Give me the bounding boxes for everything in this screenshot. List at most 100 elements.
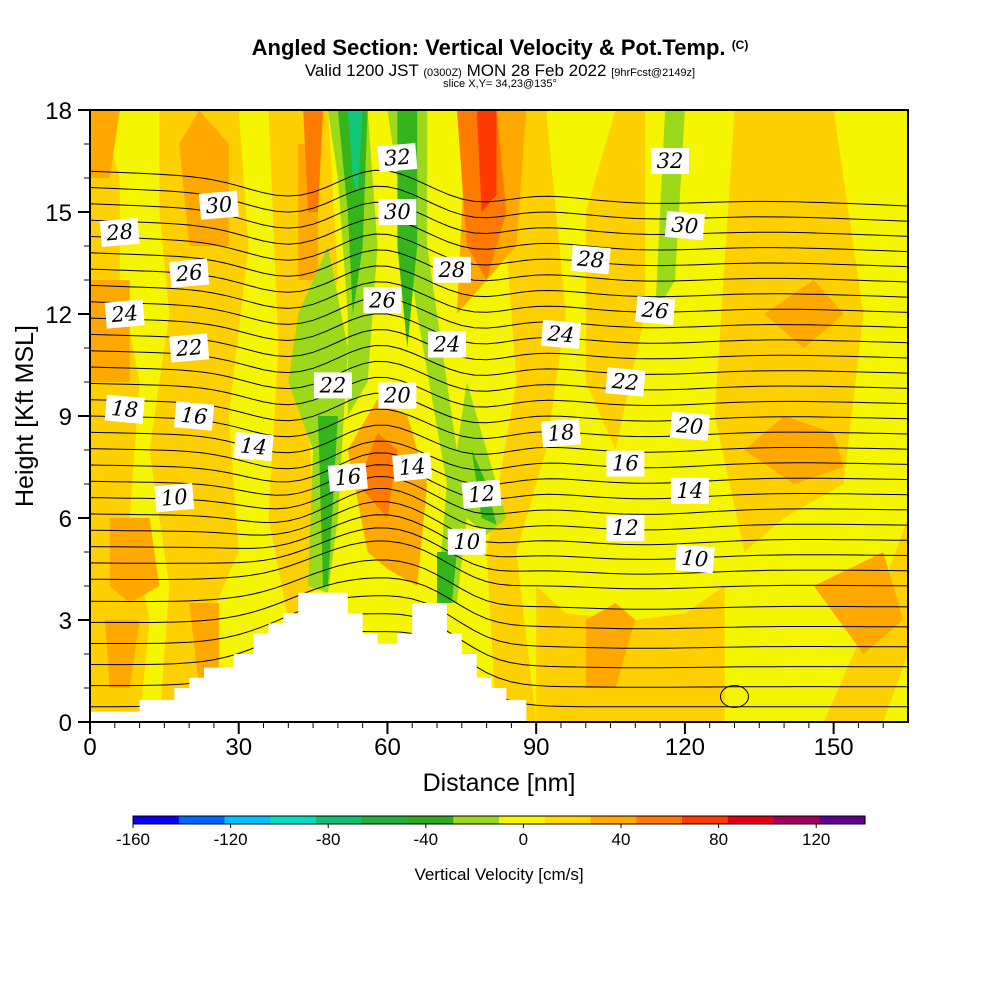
contour-label-text: 14 <box>677 479 704 503</box>
velocity-region <box>585 603 636 688</box>
chart-subtitle: Valid 1200 JST (0300Z) MON 28 Feb 2022 [… <box>304 61 696 80</box>
theta-contour <box>90 440 908 471</box>
contour-label-text: 20 <box>383 384 411 408</box>
x-tick-label: 150 <box>814 734 854 761</box>
theta-contour <box>90 392 908 424</box>
colorbar: -160 -120 -80 -40 0 40 80 120 <box>116 815 866 849</box>
colorbar-tick-label: 0 <box>519 830 528 849</box>
colorbar-segment <box>727 816 775 824</box>
theta-contour <box>90 527 908 575</box>
y-tick-label: 12 <box>45 302 72 329</box>
contour-label-text: 22 <box>610 369 640 395</box>
theta-contour <box>90 424 908 455</box>
forecast-tag: [9hrFcst@2149z] <box>611 67 696 79</box>
valid-zulu: (0300Z) <box>423 67 462 79</box>
contour-label: 18 <box>540 418 582 448</box>
contour-label-text: 28 <box>575 246 605 272</box>
contour-label-box <box>670 477 709 504</box>
colorbar-tick-label: 40 <box>612 830 631 849</box>
contour-label: 24 <box>540 319 582 350</box>
contour-label-box <box>432 256 471 283</box>
velocity-region <box>104 620 140 688</box>
contour-label: 12 <box>461 479 502 509</box>
theta-contour <box>90 217 908 253</box>
contour-label: 18 <box>104 394 145 424</box>
y-tick-label: 3 <box>59 608 72 635</box>
colorbar-tick-label: -160 <box>116 830 150 849</box>
theta-contour <box>90 559 908 610</box>
contour-label-text: 22 <box>319 373 347 397</box>
contour-label-box <box>174 401 215 431</box>
colorbar-tick-label: 120 <box>802 830 830 849</box>
velocity-region <box>347 110 363 195</box>
contour-label: 24 <box>104 299 145 329</box>
contour-label: 16 <box>327 462 368 492</box>
colorbar-label: Vertical Velocity [cm/s] <box>414 865 583 884</box>
velocity-region <box>337 110 368 314</box>
theta-contour <box>90 281 908 313</box>
colorbar-segment <box>178 816 226 824</box>
contour-label: 14 <box>233 431 274 462</box>
contour-label-box <box>327 462 368 492</box>
contour-label-text: 12 <box>612 516 639 540</box>
contour-label: 10 <box>447 528 486 555</box>
contour-label-text: 10 <box>680 546 709 572</box>
colorbar-segment <box>224 816 271 824</box>
contour-label: 30 <box>198 190 239 220</box>
x-tick-label: 90 <box>523 734 550 761</box>
velocity-region <box>437 552 457 603</box>
velocity-region <box>744 416 844 484</box>
y-tick-label: 9 <box>59 404 72 431</box>
colorbar-segment <box>453 816 500 824</box>
contour-label-text: 18 <box>110 396 139 422</box>
contour-label: 20 <box>669 411 710 441</box>
contour-label: 26 <box>635 295 676 326</box>
contour-label-text: 10 <box>453 530 480 554</box>
contour-label-box <box>104 394 145 424</box>
contour-label: 30 <box>378 199 417 225</box>
theta-contour <box>90 501 908 546</box>
contour-label-text: 30 <box>384 200 411 224</box>
contour-label-box <box>392 452 433 482</box>
theta-contour <box>90 514 908 560</box>
contour-label: 16 <box>174 401 215 431</box>
theta-contour <box>90 376 908 408</box>
theta-contour <box>90 265 908 298</box>
colorbar-tick-label: -80 <box>316 830 341 849</box>
velocity-region <box>536 586 725 722</box>
y-tick-label: 6 <box>59 506 72 533</box>
contour-label-box <box>664 210 705 241</box>
terrain <box>90 592 527 722</box>
contour-label: 28 <box>570 244 611 275</box>
theta-contour <box>90 595 908 649</box>
contour-label-text: 24 <box>546 321 576 347</box>
contour-label: 20 <box>378 382 417 409</box>
contour-label-box <box>606 515 645 542</box>
velocity-region <box>813 552 903 654</box>
velocity-region <box>318 416 338 586</box>
terrain-profile <box>90 592 527 722</box>
colorbar-tick-label: 80 <box>709 830 728 849</box>
contour-label-box <box>651 148 689 174</box>
contour-label: 24 <box>427 331 466 358</box>
contour-label-text: 26 <box>640 297 670 323</box>
velocity-region <box>357 433 398 518</box>
contour-label-box <box>427 331 466 358</box>
contour-label: 22 <box>313 372 352 399</box>
x-axis-label: Distance [nm] <box>423 769 576 797</box>
contour-label-text: 16 <box>333 464 362 490</box>
contour-label-text: 20 <box>675 413 705 439</box>
contour-label: 10 <box>154 482 195 513</box>
colorbar-segment <box>316 816 363 824</box>
theta-contour <box>90 344 908 376</box>
theta-contour <box>90 487 908 531</box>
contour-label-text: 12 <box>467 481 496 507</box>
colorbar-segment <box>819 816 866 824</box>
contour-label: 14 <box>392 452 433 482</box>
contour-label-box <box>378 382 417 409</box>
contour-label: 14 <box>670 477 709 504</box>
colorbar-segment <box>636 816 683 824</box>
theta-contour <box>90 329 908 361</box>
theta-contour <box>90 297 908 329</box>
